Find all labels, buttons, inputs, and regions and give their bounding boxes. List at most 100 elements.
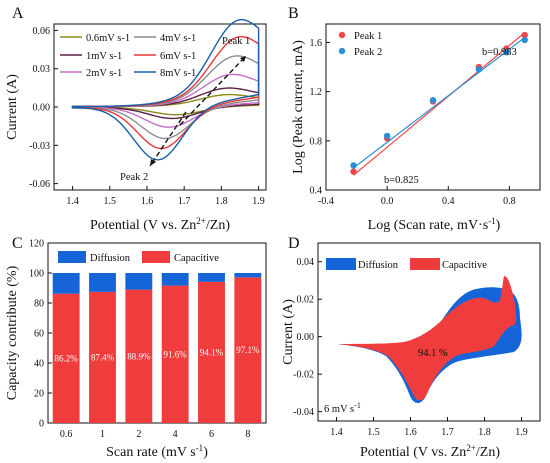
panel-d: D 1.4 1.5 1.6 1.7 1.8 1.9 -0.04 -0.02 0.00 0.02 0.… (281, 235, 541, 460)
bar-capacitive (234, 277, 262, 423)
peak1-arrowhead-icon (240, 56, 246, 62)
legend-label-1: 1mV s-1 (86, 51, 122, 62)
a-xtick-label: 1.8 (215, 196, 228, 207)
d-ytick-label: -0.02 (293, 370, 314, 381)
legend-swatch-capacitive (142, 251, 170, 263)
legend-marker-peak2 (338, 47, 346, 55)
peak1-label: Peak 1 (222, 36, 250, 47)
c-ytick-label: 40 (34, 359, 44, 370)
c-ytick-label: 80 (34, 299, 44, 310)
legend-label-peak2: Peak 2 (354, 47, 382, 58)
panel-c-legend: Diffusion Capacitive (58, 251, 219, 264)
panel-b-plot (350, 31, 528, 176)
panel-a-legend: 0.6mV s-1 1mV s-1 2mV s-1 4mV s-1 6mV s-… (60, 33, 196, 79)
panel-d-ylabel: Current (A) (281, 299, 296, 365)
panel-d-frame (317, 242, 541, 422)
c-ytick-label: 60 (34, 329, 44, 340)
legend-swatch-diffusion (58, 251, 86, 263)
bar-data-label: 88.9% (127, 351, 151, 361)
point-peak2 (521, 36, 528, 44)
panel-c: C 0 20 40 60 80 100 120 0.6 1 2 4 6 8 86.2% 87.4% 88.9… (5, 235, 267, 460)
b-xtick-label: 0.0 (381, 196, 394, 207)
a-xtick-label: 1.6 (141, 196, 154, 207)
a-xtick-label: 1.5 (104, 196, 117, 207)
d-ytick-label: 0.00 (297, 332, 315, 343)
panel-b-legend: Peak 1 Peak 2 (338, 31, 382, 58)
point-peak1 (521, 31, 528, 39)
panel-b-letter: B (288, 5, 299, 22)
b-ytick-label: 1.2 (310, 87, 323, 98)
bar-data-label: 87.4% (91, 352, 115, 362)
panel-a-ylabel: Current (A) (5, 74, 20, 140)
capacitive-area (338, 276, 517, 401)
bar-capacitive (161, 285, 189, 423)
bar-data-label: 91.6% (164, 349, 188, 359)
panel-d-letter: D (288, 235, 300, 252)
panel-c-bars: 86.2% 87.4% 88.9% 91.6% 94.1% 97.1% (52, 273, 262, 423)
legend-label-peak1: Peak 1 (354, 31, 382, 42)
legend-label-6: 6mV s-1 (160, 51, 196, 62)
bar-diffusion (52, 273, 80, 294)
legend-swatch-d-diffusion (326, 258, 356, 270)
legend-swatch-d-capacitive (410, 258, 440, 270)
point-peak1 (350, 168, 357, 175)
d-xtick-label: 1.8 (478, 427, 491, 438)
a-xtick-label: 1.7 (178, 196, 191, 207)
legend-label-capacitive: Capacitive (174, 253, 219, 264)
c-xtick-label: 1 (100, 429, 105, 440)
point-peak2 (350, 162, 357, 169)
bar-data-label: 97.1% (236, 345, 260, 355)
d-xtick-label: 1.6 (404, 427, 417, 438)
d-ytick-label: 0.04 (297, 257, 315, 268)
panel-a-letter: A (12, 5, 24, 22)
b-ytick-label: 0.8 (310, 136, 323, 147)
c-ytick-label: 0 (39, 419, 44, 430)
c-ytick-label: 20 (34, 389, 44, 400)
bar-capacitive (198, 281, 225, 423)
legend-label-diffusion: Diffusion (90, 253, 131, 264)
d-xtick-label: 1.9 (515, 427, 528, 438)
c-xtick-label: 6 (209, 429, 214, 440)
peak2-arrowhead-icon (150, 159, 156, 166)
peak2-label: Peak 2 (120, 172, 148, 183)
panel-d-percent-label: 94.1 % (418, 348, 448, 359)
slope-b2-label: b=0.825 (384, 175, 419, 186)
cv-curve-8 (71, 18, 260, 161)
panel-c-letter: C (12, 235, 23, 252)
bar-capacitive (89, 291, 116, 423)
b-ytick-label: 1.6 (310, 38, 323, 49)
panel-b-ticks: -0.4 0.0 0.4 0.8 0.4 0.8 1.2 1.6 (310, 38, 516, 207)
panel-a-ticks: 1.4 1.5 1.6 1.7 1.8 1.9 -0.06 -0.03 0.00 0.03 0.06 (29, 26, 265, 207)
a-ytick-label: 0.03 (33, 64, 51, 75)
panel-a-curves (71, 18, 260, 161)
legend-marker-peak1 (338, 31, 346, 39)
panel-c-ylabel: Capacity contribute (%) (5, 265, 20, 400)
panel-d-ticks: 1.4 1.5 1.6 1.7 1.8 1.9 -0.04 -0.02 0.00 0.02 0.04 (293, 257, 528, 438)
panel-b-ylabel: Log (Peak current, mA) (291, 40, 306, 174)
peak2-trend-arrow (149, 111, 187, 167)
panel-d-rate-label: 6 mV s-1 (324, 401, 361, 415)
panel-d-xlabel: Potential (V vs. Zn2+/Zn) (360, 443, 500, 460)
panel-a: A 1.4 1.5 1.6 1.7 1.8 1.9 -0.06 -0.03 0.00 0.03 0.… (5, 5, 267, 233)
c-xtick-label: 4 (173, 429, 178, 440)
panel-a-xlabel: Potential (V vs. Zn2+/Zn) (90, 216, 230, 233)
b-xtick-label: -0.4 (318, 196, 334, 207)
point-peak2 (475, 66, 483, 73)
legend-label-4: 4mV s-1 (160, 33, 196, 44)
bar-capacitive (52, 293, 80, 423)
bar-diffusion (89, 273, 116, 292)
fit-line-peak2 (353, 37, 526, 169)
b-xtick-label: 0.4 (442, 196, 455, 207)
point-peak2 (429, 97, 437, 104)
bar-diffusion (125, 273, 153, 290)
bar-diffusion (234, 273, 262, 278)
bar-data-label: 86.2% (55, 353, 79, 363)
c-xtick-label: 8 (245, 429, 250, 440)
c-xtick-label: 2 (136, 429, 141, 440)
d-xtick-label: 1.5 (367, 427, 380, 438)
legend-label-0-6: 0.6mV s-1 (86, 33, 130, 44)
bar-diffusion (161, 273, 189, 286)
panel-b: B -0.4 0.0 0.4 0.8 0.4 0.8 1.2 1.6 Peak 1 Peak … (288, 5, 541, 233)
legend-label-8: 8mV s-1 (160, 68, 196, 79)
